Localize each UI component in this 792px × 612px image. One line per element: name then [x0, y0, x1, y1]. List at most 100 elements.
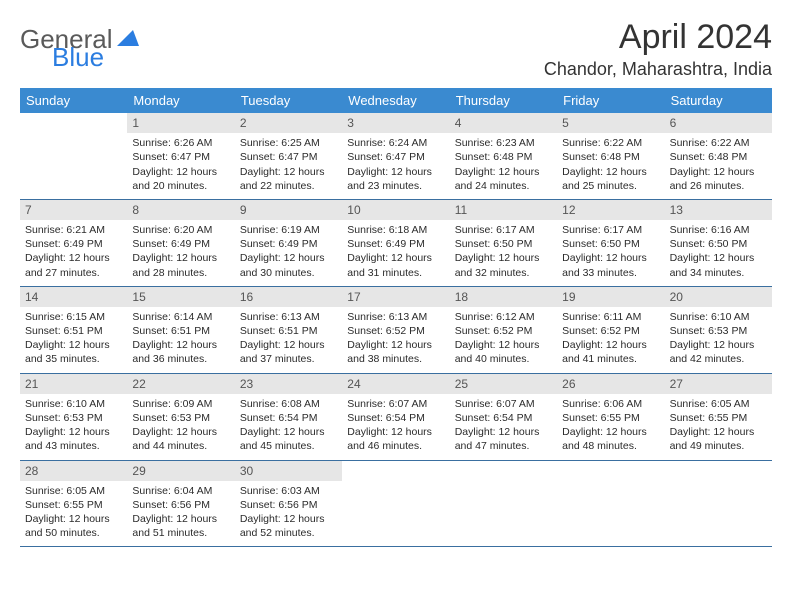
day-cell: 16 Sunrise: 6:13 AMSunset: 6:51 PMDayligh…	[235, 287, 342, 373]
daylight-text: Daylight: 12 hours and 47 minutes.	[455, 425, 552, 453]
day-cell: 19Sunrise: 6:11 AMSunset: 6:52 PMDayligh…	[557, 287, 664, 373]
sunrise-text: Sunrise: 6:23 AM	[455, 136, 552, 150]
daylight-text: Daylight: 12 hours and 27 minutes.	[25, 251, 122, 279]
sunset-text: Sunset: 6:54 PM	[455, 411, 552, 425]
daylight-text: Daylight: 12 hours and 20 minutes.	[132, 165, 229, 193]
day-number: 24	[342, 374, 449, 394]
day-number: 14	[20, 287, 127, 307]
day-number: 16	[235, 287, 342, 307]
daylight-text: Daylight: 12 hours and 36 minutes.	[132, 338, 229, 366]
daylight-text: Daylight: 12 hours and 45 minutes.	[240, 425, 337, 453]
sunrise-text: Sunrise: 6:08 AM	[240, 397, 337, 411]
sunset-text: Sunset: 6:48 PM	[562, 150, 659, 164]
weekday-sat: Saturday	[665, 88, 772, 113]
sunset-text: Sunset: 6:55 PM	[562, 411, 659, 425]
sunset-text: Sunset: 6:53 PM	[25, 411, 122, 425]
sunrise-text: Sunrise: 6:09 AM	[132, 397, 229, 411]
sunrise-text: Sunrise: 6:07 AM	[455, 397, 552, 411]
sunrise-text: Sunrise: 6:17 AM	[455, 223, 552, 237]
week-row: 14Sunrise: 6:15 AMSunset: 6:51 PMDayligh…	[20, 287, 772, 374]
day-cell: 29Sunrise: 6:04 AMSunset: 6:56 PMDayligh…	[127, 461, 234, 547]
daylight-text: Daylight: 12 hours and 51 minutes.	[132, 512, 229, 540]
daylight-text: Daylight: 12 hours and 41 minutes.	[562, 338, 659, 366]
sunrise-text: Sunrise: 6:10 AM	[670, 310, 767, 324]
day-cell: 22Sunrise: 6:09 AMSunset: 6:53 PMDayligh…	[127, 374, 234, 460]
sunrise-text: Sunrise: 6:10 AM	[25, 397, 122, 411]
sunset-text: Sunset: 6:50 PM	[562, 237, 659, 251]
day-number: 23	[235, 374, 342, 394]
day-cell: 2Sunrise: 6:25 AMSunset: 6:47 PMDaylight…	[235, 113, 342, 199]
weekday-thu: Thursday	[450, 88, 557, 113]
day-number: 2	[235, 113, 342, 133]
day-cell: 9Sunrise: 6:19 AMSunset: 6:49 PMDaylight…	[235, 200, 342, 286]
day-number: 11	[450, 200, 557, 220]
daylight-text: Daylight: 12 hours and 40 minutes.	[455, 338, 552, 366]
sunset-text: Sunset: 6:51 PM	[240, 324, 337, 338]
day-number: 12	[557, 200, 664, 220]
daylight-text: Daylight: 12 hours and 34 minutes.	[670, 251, 767, 279]
sunset-text: Sunset: 6:47 PM	[240, 150, 337, 164]
daylight-text: Daylight: 12 hours and 50 minutes.	[25, 512, 122, 540]
day-cell	[665, 461, 772, 547]
sunrise-text: Sunrise: 6:24 AM	[347, 136, 444, 150]
sunrise-text: Sunrise: 6:03 AM	[240, 484, 337, 498]
daylight-text: Daylight: 12 hours and 37 minutes.	[240, 338, 337, 366]
day-number: 30	[235, 461, 342, 481]
day-cell: 5Sunrise: 6:22 AMSunset: 6:48 PMDaylight…	[557, 113, 664, 199]
day-cell: 15Sunrise: 6:14 AMSunset: 6:51 PMDayligh…	[127, 287, 234, 373]
daylight-text: Daylight: 12 hours and 48 minutes.	[562, 425, 659, 453]
day-cell: 6Sunrise: 6:22 AMSunset: 6:48 PMDaylight…	[665, 113, 772, 199]
sunset-text: Sunset: 6:55 PM	[25, 498, 122, 512]
day-cell: 1Sunrise: 6:26 AMSunset: 6:47 PMDaylight…	[127, 113, 234, 199]
day-cell: 21Sunrise: 6:10 AMSunset: 6:53 PMDayligh…	[20, 374, 127, 460]
sunrise-text: Sunrise: 6:20 AM	[132, 223, 229, 237]
day-number: 25	[450, 374, 557, 394]
sunset-text: Sunset: 6:52 PM	[455, 324, 552, 338]
sunrise-text: Sunrise: 6:14 AM	[132, 310, 229, 324]
day-cell: 30Sunrise: 6:03 AMSunset: 6:56 PMDayligh…	[235, 461, 342, 547]
day-number: 28	[20, 461, 127, 481]
daylight-text: Daylight: 12 hours and 49 minutes.	[670, 425, 767, 453]
sunset-text: Sunset: 6:47 PM	[347, 150, 444, 164]
sunset-text: Sunset: 6:51 PM	[132, 324, 229, 338]
day-cell: 12 Sunrise: 6:17 AMSunset: 6:50 PMDayligh…	[557, 200, 664, 286]
day-cell: 8Sunrise: 6:20 AMSunset: 6:49 PMDaylight…	[127, 200, 234, 286]
weekday-fri: Friday	[557, 88, 664, 113]
sunrise-text: Sunrise: 6:15 AM	[25, 310, 122, 324]
sunset-text: Sunset: 6:54 PM	[240, 411, 337, 425]
day-cell	[557, 461, 664, 547]
sunset-text: Sunset: 6:47 PM	[132, 150, 229, 164]
day-number: 17	[342, 287, 449, 307]
daylight-text: Daylight: 12 hours and 38 minutes.	[347, 338, 444, 366]
sunset-text: Sunset: 6:49 PM	[347, 237, 444, 251]
day-number: 4	[450, 113, 557, 133]
weekday-tue: Tuesday	[235, 88, 342, 113]
day-cell	[342, 461, 449, 547]
daylight-text: Daylight: 12 hours and 23 minutes.	[347, 165, 444, 193]
sunrise-text: Sunrise: 6:22 AM	[562, 136, 659, 150]
day-cell	[20, 113, 127, 199]
weekday-wed: Wednesday	[342, 88, 449, 113]
sunset-text: Sunset: 6:49 PM	[240, 237, 337, 251]
sunrise-text: Sunrise: 6:19 AM	[240, 223, 337, 237]
daylight-text: Daylight: 12 hours and 31 minutes.	[347, 251, 444, 279]
day-number: 20	[665, 287, 772, 307]
day-cell: 25 Sunrise: 6:07 AMSunset: 6:54 PMDayligh…	[450, 374, 557, 460]
day-number: 7	[20, 200, 127, 220]
week-row: 7Sunrise: 6:21 AMSunset: 6:49 PMDaylight…	[20, 200, 772, 287]
day-cell: 10Sunrise: 6:18 AMSunset: 6:49 PMDayligh…	[342, 200, 449, 286]
daylight-text: Daylight: 12 hours and 33 minutes.	[562, 251, 659, 279]
sunset-text: Sunset: 6:56 PM	[240, 498, 337, 512]
day-number: 21	[20, 374, 127, 394]
sunrise-text: Sunrise: 6:25 AM	[240, 136, 337, 150]
sunrise-text: Sunrise: 6:13 AM	[240, 310, 337, 324]
day-cell: 18Sunrise: 6:12 AMSunset: 6:52 PMDayligh…	[450, 287, 557, 373]
sunrise-text: Sunrise: 6:17 AM	[562, 223, 659, 237]
day-cell	[450, 461, 557, 547]
title-block: April 2024 Chandor, Maharashtra, India	[544, 18, 772, 80]
sunrise-text: Sunrise: 6:12 AM	[455, 310, 552, 324]
sunset-text: Sunset: 6:53 PM	[670, 324, 767, 338]
sunset-text: Sunset: 6:49 PM	[132, 237, 229, 251]
day-number: 13	[665, 200, 772, 220]
day-cell: 20Sunrise: 6:10 AMSunset: 6:53 PMDayligh…	[665, 287, 772, 373]
